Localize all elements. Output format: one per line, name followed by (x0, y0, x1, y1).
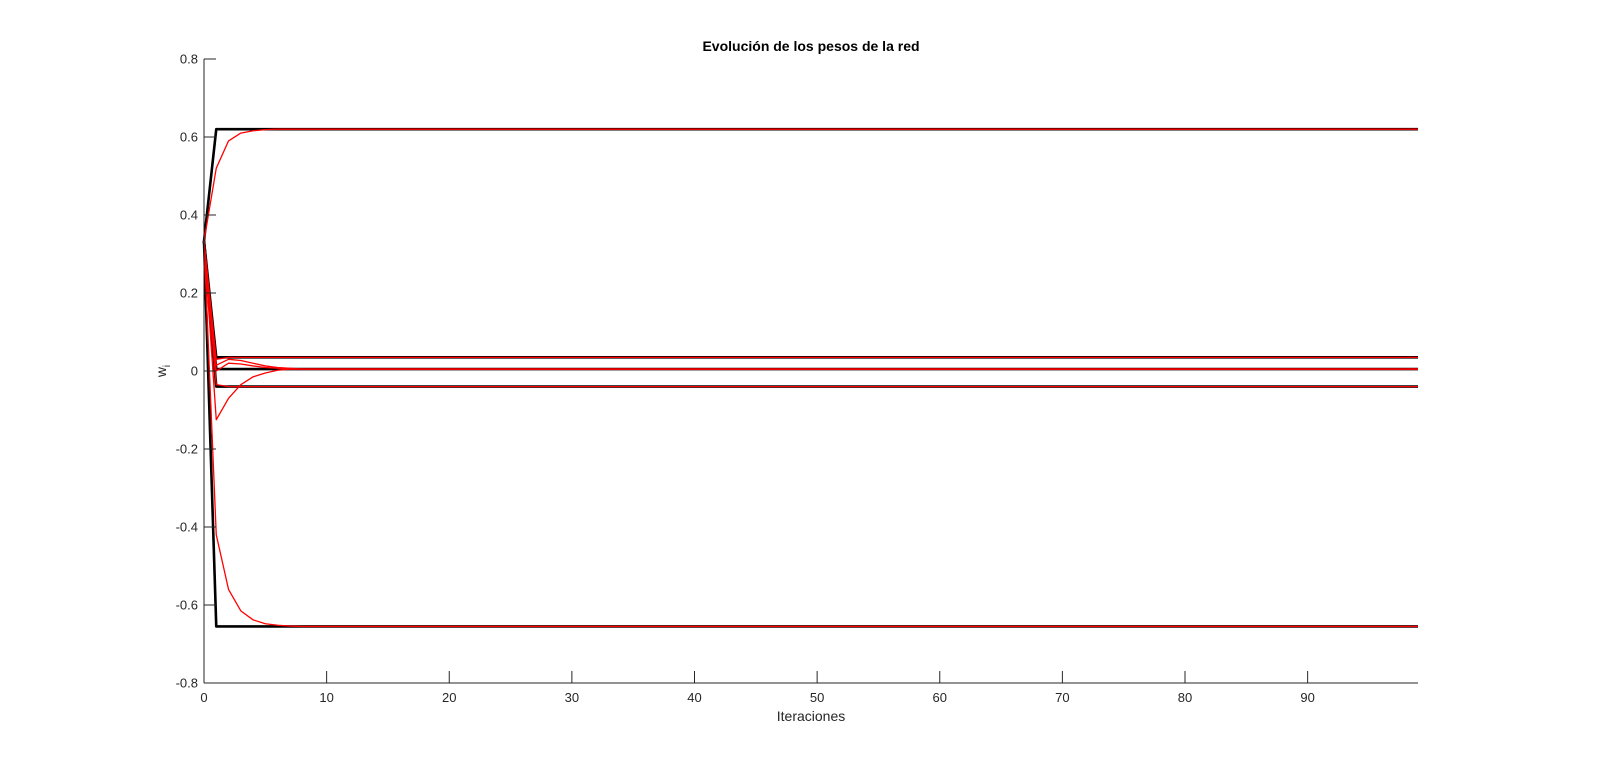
y-tick-label: -0.8 (176, 676, 198, 691)
x-tick-label: 40 (687, 690, 701, 705)
y-tick-label: -0.4 (176, 520, 198, 535)
y-ticks: -0.8 -0.6 -0.4 -0.2 0 0.2 0.4 0.6 0.8 (176, 52, 216, 691)
x-tick-label: 60 (933, 690, 947, 705)
x-tick-label: 90 (1300, 690, 1314, 705)
x-tick-label: 20 (442, 690, 456, 705)
y-tick-label: 0.8 (180, 52, 198, 67)
y-tick-label: 0 (191, 364, 198, 379)
learned-weight-line-11 (203, 241, 1418, 388)
x-axis-title: Iteraciones (777, 708, 845, 724)
x-tick-label: 70 (1055, 690, 1069, 705)
y-axis-title-subscript: i (162, 365, 173, 367)
y-tick-label: -0.2 (176, 442, 198, 457)
y-tick-label: 0.2 (180, 286, 198, 301)
x-tick-label: 10 (319, 690, 333, 705)
x-tick-label: 80 (1178, 690, 1192, 705)
x-tick-label: 30 (565, 690, 579, 705)
y-tick-label: 0.6 (180, 130, 198, 145)
y-tick-label: -0.6 (176, 598, 198, 613)
x-tick-label: 50 (810, 690, 824, 705)
learned-weight-line-12 (203, 241, 1418, 628)
y-axis-title-main: w (153, 366, 169, 378)
y-axis-title: wi (153, 365, 173, 378)
x-ticks: 0 10 20 30 40 50 60 70 80 90 (200, 671, 1315, 705)
learned-weight-line-10 (203, 241, 1418, 360)
learned-weight-line-6 (203, 128, 1418, 242)
learned-weight-line-9 (203, 241, 1418, 421)
plot-lines (202, 127, 1418, 628)
y-tick-label: 0.4 (180, 208, 198, 223)
chart-title: Evolución de los pesos de la red (702, 38, 919, 54)
x-tick-label: 0 (200, 690, 207, 705)
